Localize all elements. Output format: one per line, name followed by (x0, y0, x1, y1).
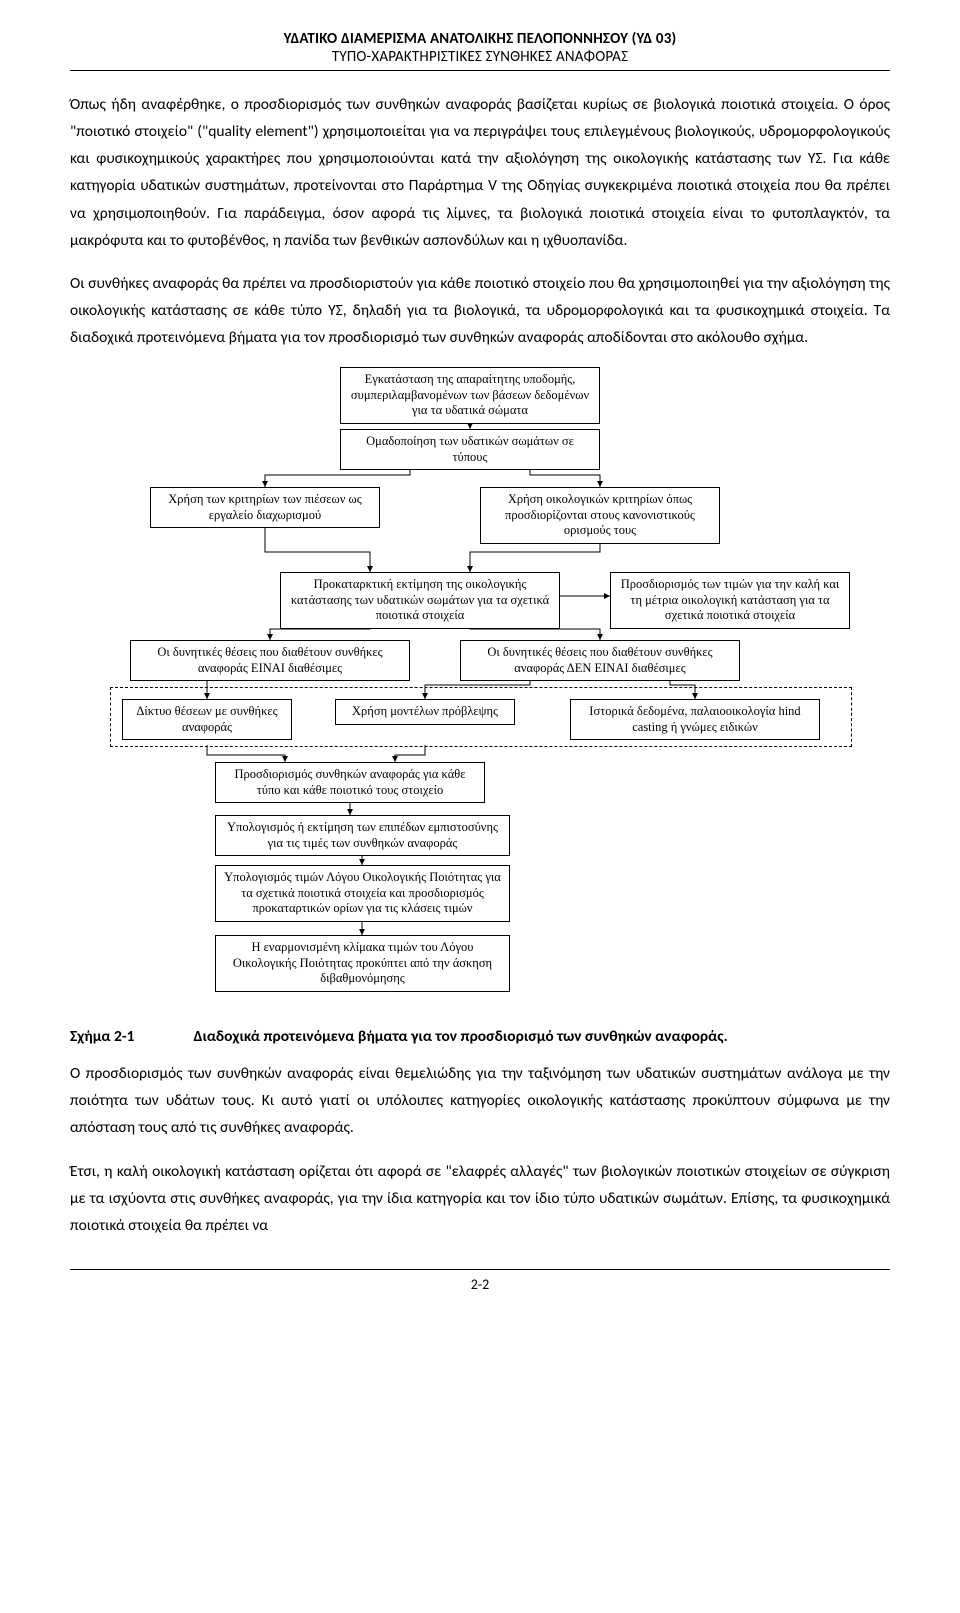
header-title-2: ΤΥΠΟ-ΧΑΡΑΚΤΗΡΙΣΤΙΚΕΣ ΣΥΝΘΗΚΕΣ ΑΝΑΦΟΡΑΣ (70, 48, 890, 66)
paragraph-3: Ο προσδιορισμός των συνθηκών αναφοράς εί… (70, 1060, 890, 1141)
flowchart-node-n9: Δίκτυο θέσεων με συνθήκες αναφοράς (122, 699, 292, 740)
flowchart-node-n4: Χρήση οικολογικών κριτηρίων όπως προσδιο… (480, 487, 720, 544)
header-title-1: ΥΔΑΤΙΚΟ ΔΙΑΜΕΡΙΣΜΑ ΑΝΑΤΟΛΙΚΗΣ ΠΕΛΟΠΟΝΝΗΣ… (70, 30, 890, 48)
flowchart-node-n5: Προκαταρκτική εκτίμηση της οικολογικής κ… (280, 572, 560, 629)
caption-text: Διαδοχικά προτεινόμενα βήματα για τον πρ… (194, 1027, 728, 1046)
flowchart-node-n10: Χρήση μοντέλων πρόβλεψης (335, 699, 515, 725)
flowchart-node-n13: Υπολογισμός ή εκτίμηση των επιπέδων εμπι… (215, 815, 510, 856)
flowchart-node-n11: Ιστορικά δεδομένα, παλαιοοικολογία hind … (570, 699, 820, 740)
figure-caption: Σχήμα 2-1 Διαδοχικά προτεινόμενα βήματα … (70, 1027, 890, 1046)
paragraph-1: Όπως ήδη αναφέρθηκε, ο προσδιορισμός των… (70, 91, 890, 254)
flowchart-node-n2: Ομαδοποίηση των υδατικών σωμάτων σε τύπο… (340, 429, 600, 470)
flowchart: Εγκατάσταση της απαραίτητης υποδομής, συ… (110, 367, 850, 1007)
page-header: ΥΔΑΤΙΚΟ ΔΙΑΜΕΡΙΣΜΑ ΑΝΑΤΟΛΙΚΗΣ ΠΕΛΟΠΟΝΝΗΣ… (70, 30, 890, 71)
flowchart-node-n3: Χρήση των κριτηρίων των πιέσεων ως εργαλ… (150, 487, 380, 528)
page-number: 2-2 (471, 1276, 489, 1293)
page-footer: 2-2 (70, 1269, 890, 1293)
paragraph-2: Οι συνθήκες αναφοράς θα πρέπει να προσδι… (70, 270, 890, 351)
flowchart-node-n14: Υπολογισμός τιμών Λόγου Οικολογικής Ποιό… (215, 865, 510, 922)
flowchart-node-n8: Οι δυνητικές θέσεις που διαθέτουν συνθήκ… (460, 640, 740, 681)
flowchart-node-n15: Η εναρμονισμένη κλίμακα τιμών του Λόγου … (215, 935, 510, 992)
flowchart-node-n7: Οι δυνητικές θέσεις που διαθέτουν συνθήκ… (130, 640, 410, 681)
flowchart-node-n6: Προσδιορισμός των τιμών για την καλή και… (610, 572, 850, 629)
caption-label: Σχήμα 2-1 (70, 1027, 190, 1046)
flowchart-node-n1: Εγκατάσταση της απαραίτητης υποδομής, συ… (340, 367, 600, 424)
flowchart-node-n12: Προσδιορισμός συνθηκών αναφοράς για κάθε… (215, 762, 485, 803)
paragraph-4: Έτσι, η καλή οικολογική κατάσταση ορίζετ… (70, 1158, 890, 1239)
